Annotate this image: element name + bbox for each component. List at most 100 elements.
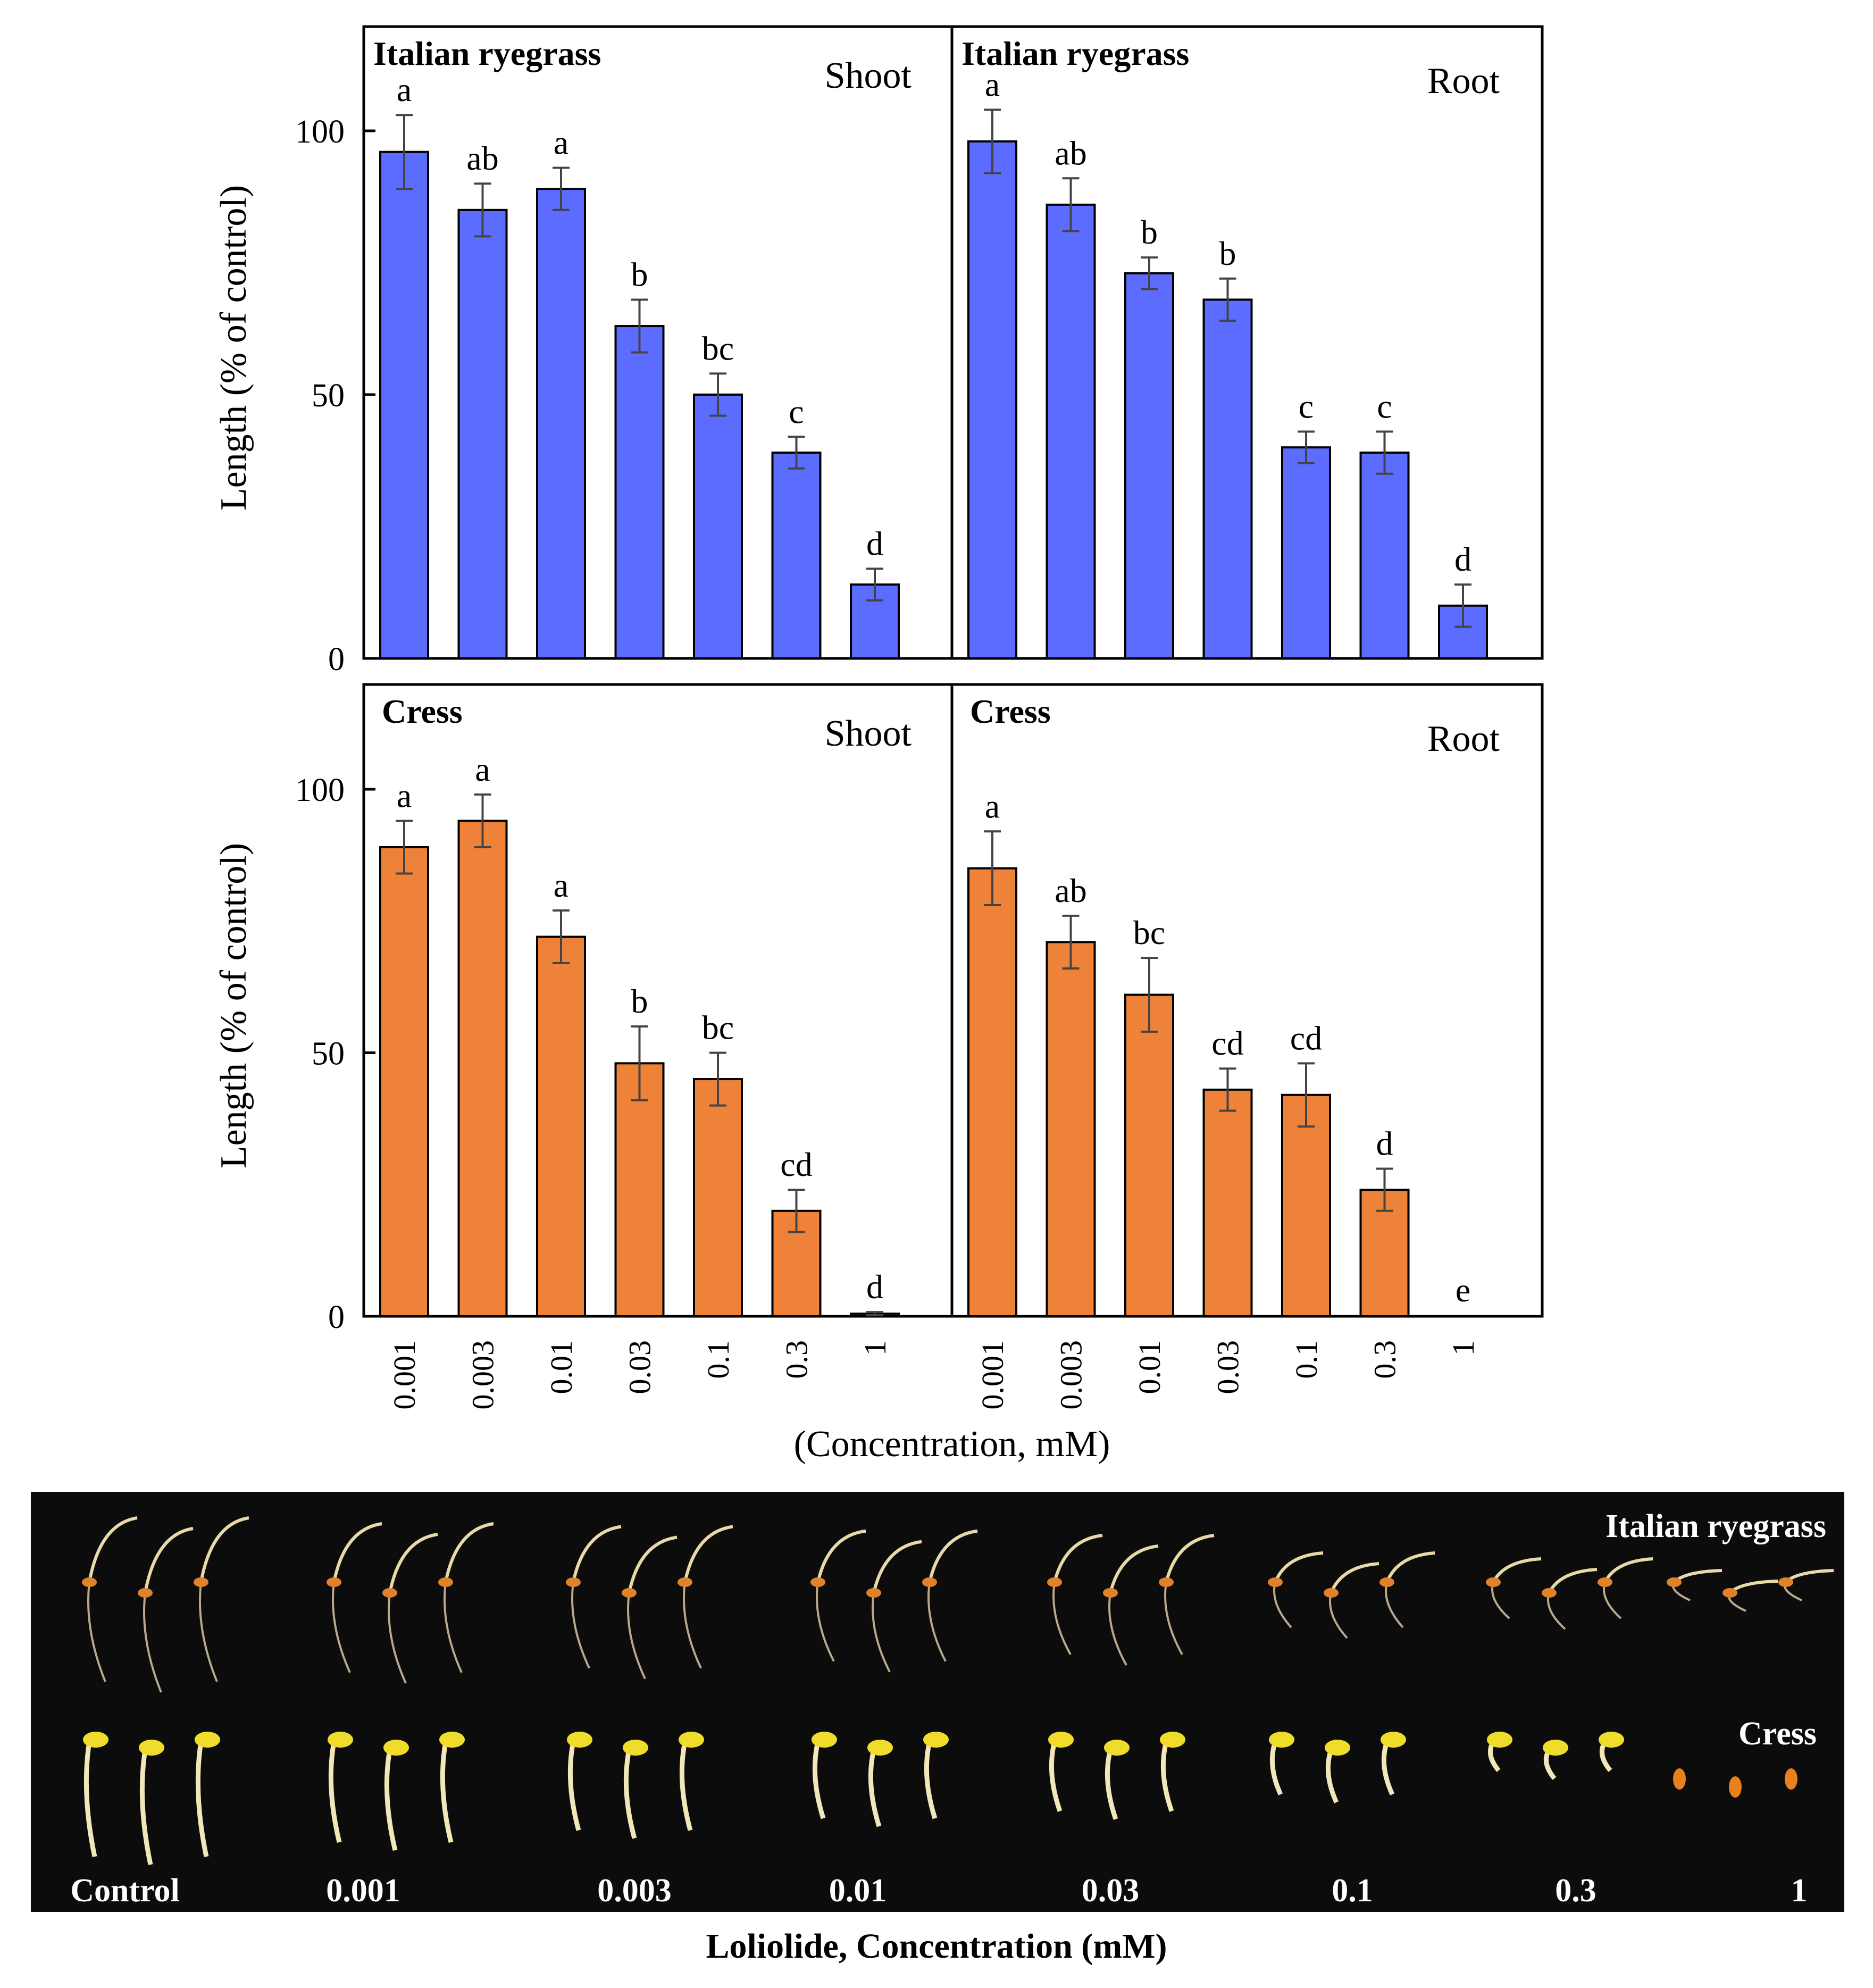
panel-organ-ryegrass-shoot: Shoot (825, 55, 912, 96)
ryegrass-shoot-shape (1109, 1544, 1159, 1593)
ryegrass-seed-shape (194, 1577, 208, 1587)
ryegrass-root-shape (571, 1582, 590, 1669)
ryegrass-seed-shape (866, 1588, 881, 1598)
ryegrass-shoot-shape (199, 1516, 249, 1583)
y-axis-label: Length (% of control) (213, 843, 254, 1168)
ryegrass-seed-shape (382, 1588, 397, 1598)
ryegrass-root-shape (816, 1582, 835, 1662)
ryegrass-shoot-shape (1330, 1562, 1379, 1594)
cress-cotyledon-shape (1543, 1740, 1568, 1756)
x-tick-label-col0-0.3: 0.3 (780, 1340, 814, 1379)
ryegrass-shoot-shape (1673, 1569, 1723, 1584)
ryegrass-shoot-shape (1274, 1551, 1324, 1583)
photo-label-0.03: 0.03 (1081, 1873, 1140, 1909)
ryegrass-root-shape (683, 1582, 702, 1669)
significance-letter-cress-shoot-0.03: b (631, 982, 648, 1020)
cress-hypocotyl-shape (1381, 1741, 1395, 1795)
ryegrass-seed-shape (438, 1577, 453, 1587)
bar-cress-shoot-0.1 (693, 1078, 743, 1318)
ryegrass-root-shape (1329, 1592, 1348, 1639)
ryegrass-seed-shape (1667, 1577, 1682, 1587)
x-tick-label-col1-0.03: 0.03 (1211, 1340, 1245, 1394)
ryegrass-shoot-shape (1165, 1534, 1215, 1583)
photo-row-label-cress: Cress (1738, 1716, 1817, 1752)
ryegrass-seed-shape (1486, 1577, 1501, 1587)
ryegrass-seed-shape (810, 1577, 825, 1587)
significance-letter-ryegrass-shoot-0.01: a (554, 123, 568, 161)
cress-hypocotyl-shape (1049, 1741, 1063, 1812)
ryegrass-root-shape (872, 1592, 891, 1673)
bar-cress-shoot-0.03 (614, 1062, 665, 1317)
cress-seed-shape (1673, 1768, 1686, 1790)
ryegrass-seed-shape (1778, 1577, 1793, 1587)
ryegrass-seed-shape (1598, 1577, 1612, 1587)
panel-organ-ryegrass-root: Root (1427, 61, 1500, 102)
significance-letter-ryegrass-root-0.003: ab (1055, 134, 1086, 172)
ryegrass-root-shape (1603, 1582, 1622, 1619)
significance-letter-cress-shoot-0.1: bc (702, 1009, 734, 1047)
x-axis-label: (Concentration, mM) (794, 1424, 1110, 1465)
ryegrass-shoot-shape (388, 1533, 438, 1593)
cress-hypocotyl-shape (812, 1741, 826, 1819)
photo-label-1: 1 (1791, 1873, 1808, 1909)
cress-cotyledon-shape (1269, 1732, 1294, 1748)
cress-cotyledon-shape (83, 1732, 108, 1748)
y-tick-label: 100 (295, 114, 345, 150)
y-axis-label: Length (% of control) (213, 185, 254, 511)
bar-cress-shoot-0.003 (457, 820, 508, 1317)
ryegrass-root-shape (1108, 1592, 1127, 1666)
ryegrass-shoot-shape (816, 1529, 866, 1583)
ryegrass-seed-shape (1268, 1577, 1283, 1587)
panel-organ-cress-shoot: Shoot (825, 713, 912, 754)
ryegrass-seed-shape (1159, 1577, 1174, 1587)
x-tick-label-col1-1: 1 (1446, 1340, 1481, 1356)
ryegrass-seed-shape (566, 1577, 581, 1587)
significance-letter-cress-shoot-0.3: cd (780, 1146, 812, 1183)
cress-hypocotyl-shape (139, 1749, 153, 1865)
ryegrass-seed-shape (1103, 1588, 1118, 1598)
bar-cress-root-0.01 (1124, 993, 1174, 1317)
cress-cotyledon-shape (1381, 1732, 1406, 1748)
ryegrass-shoot-shape (1728, 1580, 1778, 1594)
cress-cotyledon-shape (1048, 1732, 1074, 1748)
cress-cotyledon-shape (923, 1732, 949, 1748)
bar-ryegrass-root-0.01 (1124, 272, 1174, 659)
ryegrass-shoot-shape (1053, 1534, 1103, 1583)
cress-hypocotyl-shape (1105, 1749, 1118, 1820)
x-tick-label-col1-0.003: 0.003 (1054, 1340, 1089, 1410)
bar-chart-figure: 0 50 100 Length (% of control) 0 50 100 Length … (213, 25, 1544, 1465)
ryegrass-shoot-shape (628, 1535, 678, 1593)
cress-seed-shape (1785, 1768, 1797, 1790)
cress-cotyledon-shape (1325, 1740, 1350, 1756)
x-tick-label-col0-0.003: 0.003 (466, 1340, 500, 1410)
ryegrass-shoot-shape (1548, 1568, 1598, 1594)
significance-letter-ryegrass-root-0.001: a (985, 65, 1000, 103)
cress-hypocotyl-shape (924, 1741, 938, 1819)
y-tick-label: 100 (295, 772, 345, 808)
panel-title-ryegrass-shoot: Italian ryegrass (373, 35, 601, 72)
significance-letter-ryegrass-shoot-0.3: c (789, 392, 804, 430)
significance-letter-ryegrass-root-0.01: b (1141, 213, 1158, 251)
cress-hypocotyl-shape (679, 1741, 693, 1831)
significance-letter-cress-root-1: e (1456, 1271, 1470, 1309)
cress-cotyledon-shape (1599, 1732, 1624, 1748)
cress-cotyledon-shape (439, 1732, 465, 1748)
ryegrass-root-shape (1052, 1582, 1072, 1655)
y-tick-label: 0 (328, 641, 345, 678)
x-tick-label-col1-0.001: 0.001 (975, 1340, 1010, 1410)
ryegrass-root-shape (143, 1592, 162, 1693)
cress-cotyledon-shape (328, 1732, 353, 1748)
significance-letter-ryegrass-shoot-0.001: a (397, 71, 412, 108)
bar-ryegrass-root-0.001 (967, 140, 1017, 659)
significance-letter-ryegrass-shoot-1: d (866, 524, 883, 562)
seedling-photo: Italian ryegrass Cress Control 0.001 0.0… (31, 1492, 1844, 1912)
ryegrass-root-shape (627, 1592, 646, 1680)
bar-ryegrass-shoot-0.01 (536, 188, 586, 659)
x-tick-label-col1-0.1: 0.1 (1289, 1340, 1324, 1379)
cress-cotyledon-shape (867, 1740, 893, 1756)
cress-hypocotyl-shape (83, 1741, 97, 1857)
significance-letter-ryegrass-root-0.3: c (1377, 387, 1392, 425)
significance-letter-cress-root-0.3: d (1376, 1125, 1393, 1163)
cress-cotyledon-shape (812, 1732, 837, 1748)
significance-letter-cress-shoot-0.001: a (397, 776, 412, 814)
